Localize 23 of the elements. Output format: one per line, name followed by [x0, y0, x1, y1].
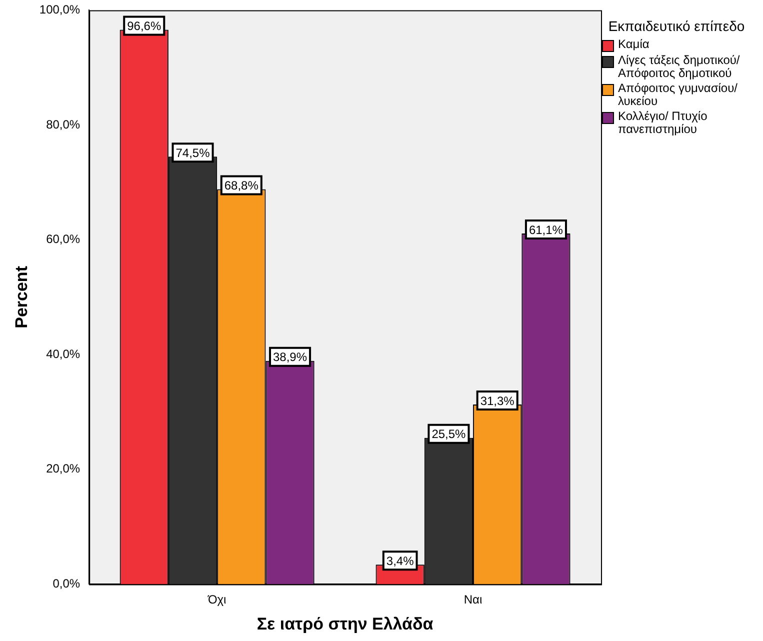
y-tick-label: 60,0%	[46, 232, 80, 246]
legend-label: Κολλέγιο/ Πτυχίο πανεπιστημίου	[618, 109, 708, 136]
data-label: 68,8%	[224, 178, 259, 193]
legend-label: Απόφοιτος γυμνασίου/ λυκείου	[618, 81, 738, 108]
data-label: 74,5%	[176, 146, 210, 160]
data-label: 96,6%	[127, 19, 162, 34]
data-label: 38,9%	[273, 350, 308, 364]
y-tick-label: 20,0%	[46, 462, 80, 476]
data-label: 3,4%	[386, 554, 414, 568]
y-axis-title: Percent	[12, 266, 31, 328]
x-axis-title: Σε ιατρό στην Ελλάδα	[256, 614, 434, 634]
legend-label: Λίγες τάξεις δημοτικού/ Απόφοιτος δημοτικού	[618, 53, 741, 80]
x-tick-label: Ναι	[464, 592, 482, 607]
x-tick-label: Όχι	[206, 592, 227, 607]
y-tick-label: 0,0%	[52, 576, 80, 591]
y-tick-label: 80,0%	[46, 117, 80, 132]
legend-title: Εκπαιδευτικό επίπεδο	[607, 18, 746, 34]
y-tick-label: 100,0%	[39, 2, 80, 17]
data-label: 25,5%	[432, 427, 466, 442]
data-label: 61,1%	[528, 222, 564, 237]
data-label: 31,3%	[480, 394, 515, 408]
legend-label: Καμία	[618, 37, 650, 51]
y-tick-label: 40,0%	[46, 346, 80, 361]
